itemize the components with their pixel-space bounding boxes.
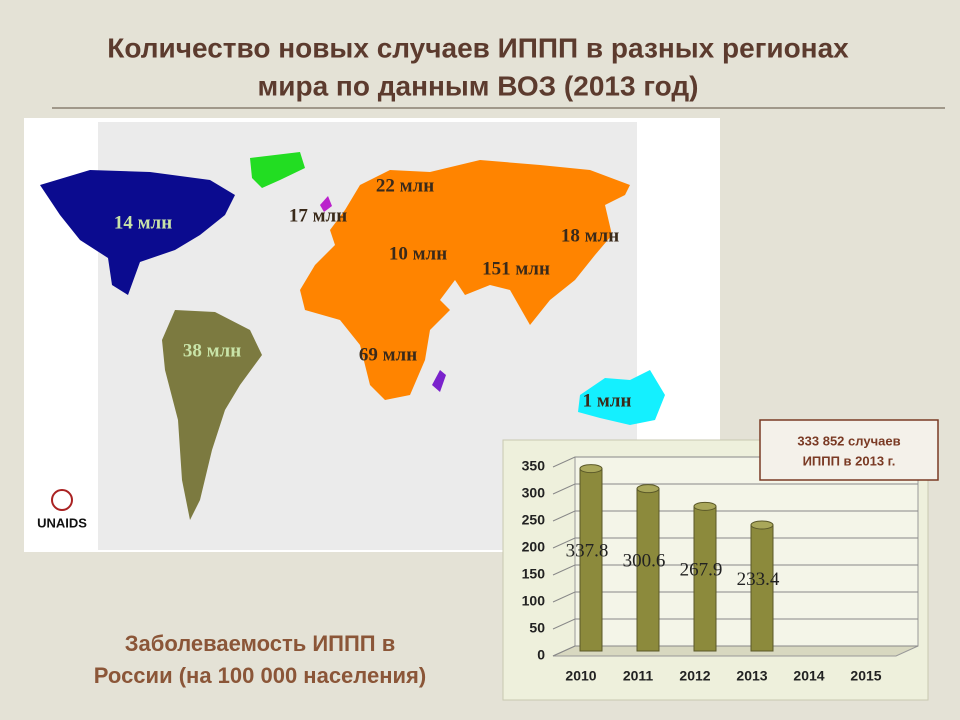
south-america bbox=[162, 310, 262, 520]
y-tick-label: 200 bbox=[522, 539, 546, 555]
y-tick-label: 0 bbox=[537, 647, 545, 663]
y-tick-label: 150 bbox=[522, 566, 546, 582]
value-label: 267.9 bbox=[680, 560, 723, 581]
logo-icon bbox=[51, 489, 73, 511]
grid-line bbox=[552, 645, 918, 657]
grid-line bbox=[552, 591, 918, 603]
y-tick-label: 100 bbox=[522, 593, 546, 609]
north-america bbox=[40, 170, 235, 295]
x-tick-label: 2013 bbox=[736, 668, 767, 684]
footer-line: Заболеваемость ИППП в bbox=[125, 631, 396, 656]
map-label: 14 млн bbox=[114, 212, 172, 233]
europe-west bbox=[320, 196, 332, 212]
map-label: 1 млн bbox=[583, 390, 632, 411]
bar-top bbox=[750, 520, 774, 530]
value-label: 300.6 bbox=[623, 551, 666, 572]
x-tick-label: 2014 bbox=[793, 668, 824, 684]
bar-top bbox=[693, 501, 717, 511]
y-tick-label: 350 bbox=[522, 458, 546, 474]
title-line: мира по данным ВОЗ (2013 год) bbox=[258, 70, 699, 101]
australia bbox=[578, 370, 665, 425]
map-label: 10 млн bbox=[389, 243, 447, 264]
x-tick-label: 2015 bbox=[850, 668, 881, 684]
callout-line: 333 852 случаев bbox=[797, 433, 900, 448]
x-tick-label: 2010 bbox=[565, 668, 596, 684]
value-label: 337.8 bbox=[566, 541, 609, 562]
value-label: 233.4 bbox=[737, 569, 780, 590]
floor bbox=[552, 645, 919, 657]
greenland bbox=[250, 152, 305, 188]
map-label: 69 млн bbox=[359, 344, 417, 365]
map-label: 18 млн bbox=[561, 225, 619, 246]
x-tick-label: 2011 bbox=[623, 668, 654, 684]
map-label: 151 млн bbox=[482, 258, 550, 279]
grid-line bbox=[552, 483, 918, 495]
x-tick-label: 2012 bbox=[679, 668, 710, 684]
callout bbox=[759, 419, 939, 481]
logo: UNAIDS bbox=[37, 515, 87, 530]
grid-line bbox=[552, 564, 918, 576]
footer-line: России (на 100 000 населения) bbox=[94, 663, 426, 688]
bar-top bbox=[579, 464, 603, 474]
bar-chart: 0 50 100 150 200 250 300 350 2010 337.8 2011 300.6 2… bbox=[522, 456, 919, 684]
grid-line bbox=[552, 618, 918, 630]
y-tick-label: 50 bbox=[529, 620, 545, 636]
title-line: Количество новых случаев ИППП в разных р… bbox=[107, 32, 849, 63]
y-tick-label: 250 bbox=[522, 512, 546, 528]
map-label: 38 млн bbox=[183, 340, 241, 361]
callout-line: ИППП в 2013 г. bbox=[803, 453, 896, 468]
eurasia-africa bbox=[300, 160, 630, 400]
y-tick-label: 300 bbox=[522, 485, 546, 501]
grid-line bbox=[552, 510, 918, 522]
map-label: 17 млн bbox=[289, 205, 347, 226]
grid-line bbox=[552, 537, 918, 549]
madagascar-region bbox=[432, 370, 446, 392]
bar-top bbox=[636, 484, 660, 494]
map-label: 22 млн bbox=[376, 175, 434, 196]
